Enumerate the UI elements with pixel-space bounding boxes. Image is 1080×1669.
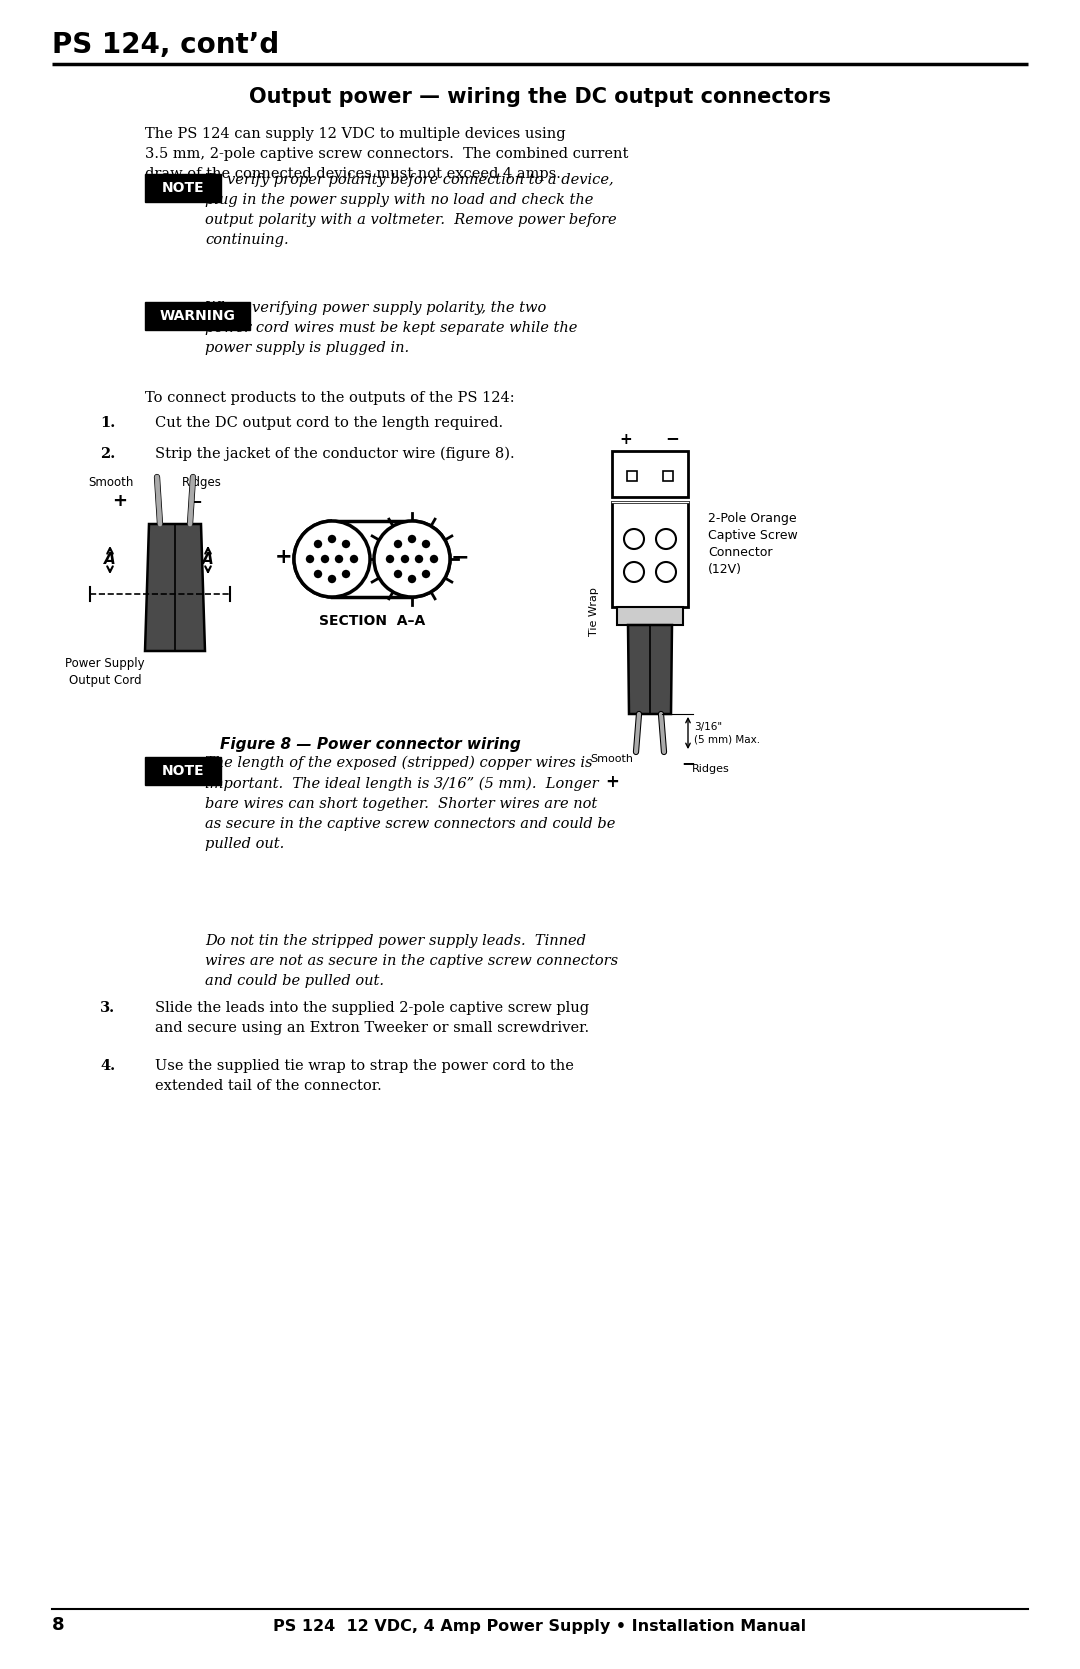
- Circle shape: [394, 539, 402, 547]
- Text: Smooth: Smooth: [591, 754, 634, 764]
- Text: −: −: [450, 547, 470, 567]
- Circle shape: [341, 539, 350, 547]
- Text: Slide the leads into the supplied 2-pole captive screw plug
and secure using an : Slide the leads into the supplied 2-pole…: [156, 1001, 589, 1035]
- Circle shape: [374, 521, 450, 598]
- Circle shape: [422, 539, 430, 547]
- Text: A: A: [104, 551, 116, 566]
- Text: Cut the DC output cord to the length required.: Cut the DC output cord to the length req…: [156, 416, 503, 431]
- Text: Smooth: Smooth: [87, 476, 133, 489]
- Bar: [612, 502, 688, 608]
- Text: WARNING: WARNING: [160, 309, 235, 322]
- Text: 1.: 1.: [100, 416, 116, 431]
- Text: −: −: [665, 429, 679, 447]
- Bar: [145, 174, 221, 202]
- Text: +: +: [112, 492, 127, 511]
- Text: The PS 124 can supply 12 VDC to multiple devices using
3.5 mm, 2-pole captive sc: The PS 124 can supply 12 VDC to multiple…: [145, 127, 629, 182]
- Text: Ridges: Ridges: [183, 476, 221, 489]
- Circle shape: [415, 554, 423, 562]
- Polygon shape: [627, 624, 672, 714]
- Circle shape: [314, 539, 322, 547]
- Text: 3.: 3.: [100, 1001, 116, 1015]
- Circle shape: [394, 569, 402, 577]
- Text: SECTION  A–A: SECTION A–A: [319, 614, 426, 628]
- Text: Do not tin the stripped power supply leads.  Tinned
wires are not as secure in t: Do not tin the stripped power supply lea…: [205, 935, 618, 988]
- Text: 3/16"
(5 mm) Max.: 3/16" (5 mm) Max.: [694, 721, 760, 744]
- Text: −: −: [681, 754, 694, 773]
- Text: The length of the exposed (stripped) copper wires is
important.  The ideal lengt: The length of the exposed (stripped) cop…: [205, 756, 616, 851]
- Bar: [612, 451, 688, 497]
- Circle shape: [294, 521, 370, 598]
- Text: Power Supply
Output Cord: Power Supply Output Cord: [65, 658, 145, 688]
- Circle shape: [335, 554, 343, 562]
- Text: +: +: [275, 547, 293, 567]
- Text: 8: 8: [52, 1616, 65, 1634]
- Text: +: +: [605, 773, 619, 791]
- Polygon shape: [145, 524, 205, 651]
- Text: Figure 8 — Power connector wiring: Figure 8 — Power connector wiring: [220, 738, 521, 753]
- Text: Tie Wrap: Tie Wrap: [589, 587, 599, 636]
- Circle shape: [328, 534, 336, 542]
- Circle shape: [401, 554, 409, 562]
- Bar: [663, 471, 673, 481]
- Circle shape: [656, 529, 676, 549]
- Circle shape: [430, 554, 438, 562]
- Text: PS 124, cont’d: PS 124, cont’d: [52, 32, 280, 58]
- Text: −: −: [188, 492, 202, 511]
- Text: Strip the jacket of the conductor wire (figure 8).: Strip the jacket of the conductor wire (…: [156, 447, 515, 461]
- Text: 4.: 4.: [100, 1060, 116, 1073]
- Bar: [145, 302, 249, 329]
- Polygon shape: [617, 608, 683, 624]
- Text: When verifying power supply polarity, the two
power cord wires must be kept sepa: When verifying power supply polarity, th…: [205, 300, 578, 355]
- Text: +: +: [620, 432, 633, 447]
- Text: To verify proper polarity before connection to a device,
plug in the power suppl: To verify proper polarity before connect…: [205, 174, 617, 247]
- Circle shape: [341, 569, 350, 577]
- Text: To connect products to the outputs of the PS 124:: To connect products to the outputs of th…: [145, 391, 515, 406]
- Circle shape: [386, 554, 394, 562]
- Text: NOTE: NOTE: [162, 180, 204, 195]
- Text: Ridges: Ridges: [692, 764, 730, 774]
- Text: 2-Pole Orange
Captive Screw
Connector
(12V): 2-Pole Orange Captive Screw Connector (1…: [708, 512, 798, 576]
- Bar: [627, 471, 637, 481]
- Circle shape: [350, 554, 359, 562]
- Circle shape: [328, 574, 336, 582]
- Bar: [145, 756, 221, 784]
- Circle shape: [624, 529, 644, 549]
- Circle shape: [422, 569, 430, 577]
- Text: PS 124  12 VDC, 4 Amp Power Supply • Installation Manual: PS 124 12 VDC, 4 Amp Power Supply • Inst…: [273, 1619, 807, 1634]
- Text: 2.: 2.: [100, 447, 116, 461]
- Text: A: A: [202, 551, 214, 566]
- Text: NOTE: NOTE: [162, 763, 204, 778]
- Circle shape: [408, 534, 416, 542]
- Circle shape: [408, 574, 416, 582]
- Circle shape: [321, 554, 329, 562]
- Circle shape: [306, 554, 314, 562]
- Circle shape: [314, 569, 322, 577]
- Text: Output power — wiring the DC output connectors: Output power — wiring the DC output conn…: [249, 87, 831, 107]
- Circle shape: [656, 562, 676, 582]
- Circle shape: [624, 562, 644, 582]
- Text: Use the supplied tie wrap to strap the power cord to the
extended tail of the co: Use the supplied tie wrap to strap the p…: [156, 1060, 573, 1093]
